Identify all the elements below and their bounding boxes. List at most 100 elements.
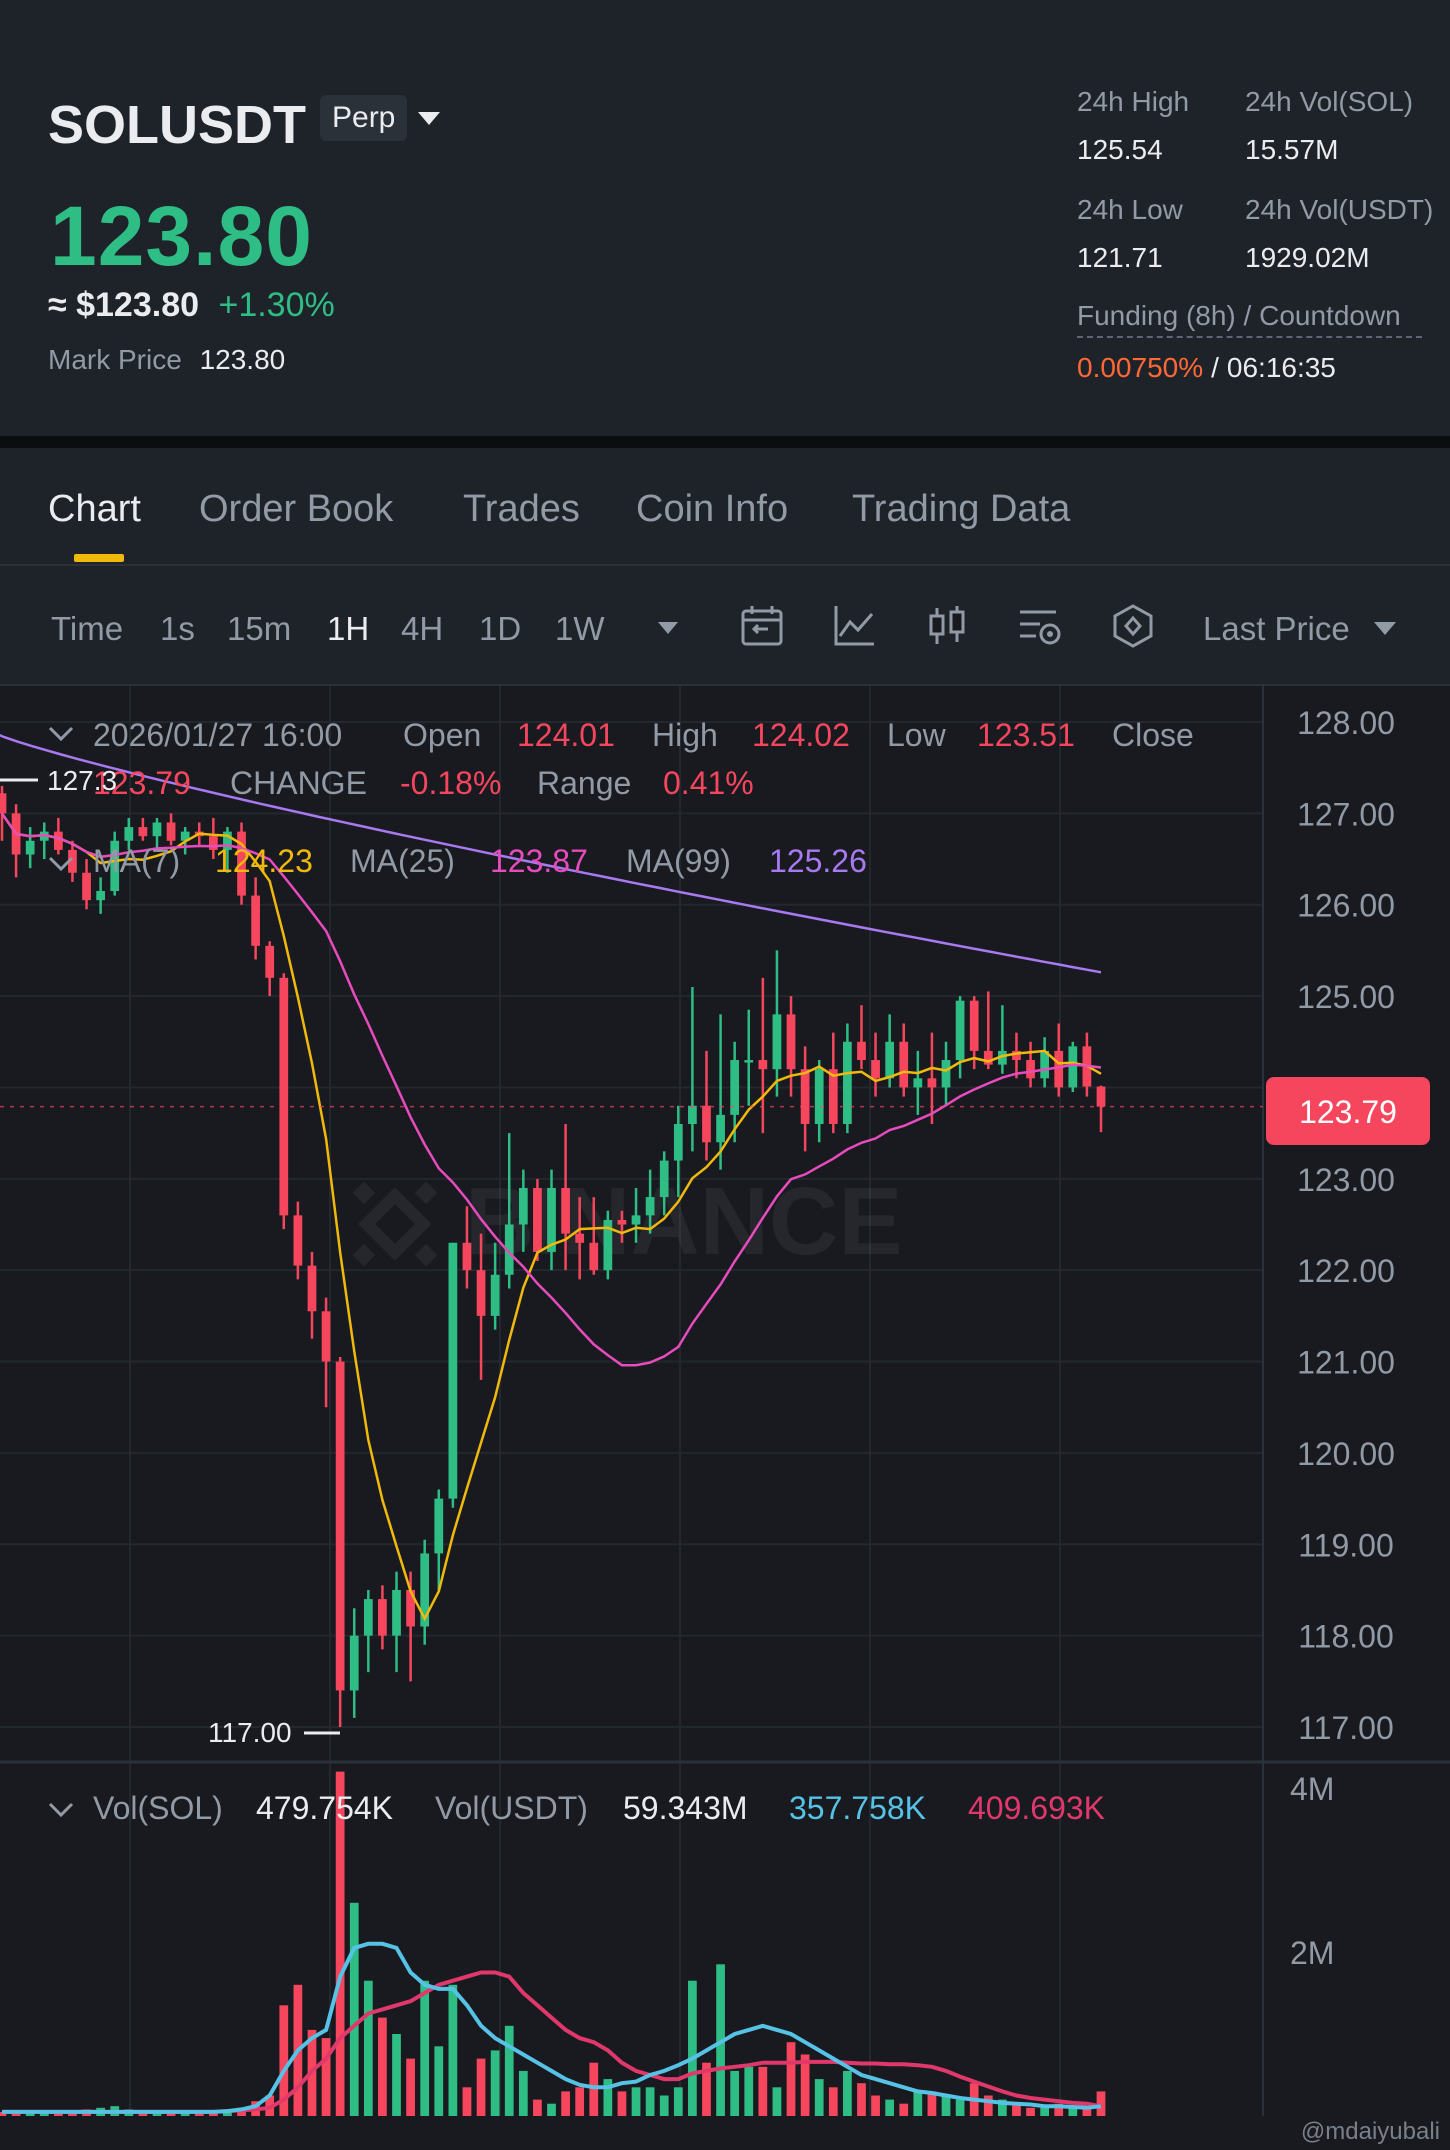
calendar-icon[interactable] (738, 602, 786, 650)
candle-body (96, 891, 105, 901)
y-tick-label: 126.00 (1297, 888, 1395, 924)
indicator-icon[interactable] (830, 602, 878, 650)
volume-bar (378, 2017, 387, 2116)
collapse-volume-icon[interactable] (48, 1802, 74, 1818)
candle-body (82, 872, 91, 901)
collapse-ma-icon[interactable] (48, 856, 74, 872)
volume-bar (335, 1771, 345, 2116)
timeframe-1s[interactable]: 1s (160, 610, 195, 647)
volume-ma5-value: 357.758K (789, 1790, 926, 1826)
volume-bar (673, 2087, 683, 2116)
candle-body (420, 1553, 430, 1627)
candle-body (772, 1014, 782, 1070)
funding-label[interactable]: Funding (8h) / Countdown (1077, 300, 1422, 338)
volume-bar (575, 2087, 585, 2116)
volume-bar (772, 2087, 782, 2116)
candle-body (547, 1187, 556, 1252)
timeframe-time[interactable]: Time (51, 610, 124, 647)
y-tick-label: 123.00 (1297, 1162, 1395, 1198)
volume-bar (504, 2025, 514, 2116)
high-marker-value: 127.3 (47, 765, 117, 796)
footer-watermark: @mdaiyubali (1301, 2118, 1440, 2145)
tab-chart[interactable]: Chart (48, 488, 141, 530)
y-tick-label: 117.00 (1298, 1710, 1394, 1746)
volume-bar (349, 1902, 359, 2116)
symbol-dropdown-icon[interactable] (418, 112, 440, 125)
chart-toolbar: Time 1s 15m 1H 4H 1D 1W Last Price (0, 566, 1450, 686)
candle-body (335, 1361, 345, 1691)
volume-bar (998, 2099, 1007, 2116)
legend-open-label: Open (403, 717, 481, 753)
volume-bar (828, 2087, 838, 2116)
ohlc-legend: 2026/01/27 16:00 Open 124.01 High 124.02… (48, 717, 1194, 879)
timeframe-1h[interactable]: 1H (327, 610, 370, 647)
timeframe-1d[interactable]: 1D (479, 610, 522, 647)
price-type-select[interactable]: Last Price (1203, 610, 1350, 647)
volume-bar (702, 2062, 711, 2116)
candle-body (0, 793, 7, 814)
candle-body (561, 1187, 570, 1234)
contract-type-badge[interactable]: Perp (320, 95, 408, 141)
volume-bar (814, 2079, 824, 2116)
volume-bar (899, 2103, 909, 2116)
more-timeframes-icon[interactable] (658, 622, 678, 634)
volume-bar (744, 2066, 754, 2116)
volume-legend: Vol(SOL) 479.754K Vol(USDT) 59.343M 357.… (48, 1790, 1105, 1826)
legend-close-value: 123.79 (93, 765, 191, 801)
volume-pane: 4M 2M (0, 1771, 1334, 2116)
candle-body (857, 1041, 866, 1061)
tab-order-book[interactable]: Order Book (199, 488, 394, 530)
volume-bar (561, 2091, 570, 2116)
candle-body (1040, 1050, 1050, 1079)
funding-rate: 0.00750% (1077, 352, 1204, 383)
candle-body (899, 1041, 909, 1088)
collapse-legend-icon[interactable] (48, 726, 74, 742)
legend-high-label: High (652, 717, 718, 753)
volume-bar (448, 1984, 458, 2116)
low-24h-value: 121.71 (1077, 242, 1163, 273)
volume-bar (476, 2058, 486, 2116)
price-type-dropdown-icon[interactable] (1374, 622, 1396, 635)
candle-body (631, 1215, 641, 1225)
legend-high-value: 124.02 (752, 717, 850, 753)
symbol-name[interactable]: SOLUSDT (48, 95, 307, 155)
volume-bar (871, 2095, 880, 2116)
candle-body (617, 1219, 627, 1225)
high-24h-label: 24h High (1077, 86, 1190, 117)
y-tick-label: 121.00 (1297, 1345, 1395, 1381)
change-percent: +1.30% (218, 286, 335, 324)
timeframe-15m[interactable]: 15m (227, 610, 292, 647)
chart-area[interactable]: BINANCE 128.00 127.00 126.00 125.00 123.00 12… (0, 686, 1450, 2150)
tab-trading-data[interactable]: Trading Data (852, 488, 1071, 530)
volume-bar (786, 2042, 796, 2116)
tab-coin-info[interactable]: Coin Info (636, 488, 789, 530)
volume-bar (208, 2111, 218, 2116)
candle-body (363, 1599, 373, 1636)
candlestick-chart[interactable]: BINANCE 128.00127.00126.00125.00123.0012… (0, 686, 1450, 2150)
candle-style-icon[interactable] (923, 602, 971, 650)
candle-body (659, 1160, 669, 1198)
ticker-header: SOLUSDT Perp 123.80 ≈ $123.80 +1.30% Mar… (0, 0, 1450, 436)
candle-body (138, 827, 148, 837)
volume-bar (645, 2087, 655, 2116)
volume-bar (321, 2038, 331, 2116)
timeframe-1w[interactable]: 1W (555, 610, 605, 647)
candle-body (25, 840, 35, 855)
volume-bar (223, 2112, 232, 2116)
candle-body (237, 831, 246, 896)
legend-close-label: Close (1112, 717, 1194, 753)
legend-datetime: 2026/01/27 16:00 (93, 717, 342, 753)
volume-bar (68, 2111, 77, 2116)
candle-body (434, 1498, 444, 1554)
volume-bar (631, 2087, 641, 2116)
chart-settings-icon[interactable] (1016, 602, 1064, 650)
usd-price-line: ≈ $123.80 +1.30% (48, 286, 335, 325)
timeframe-4h[interactable]: 4H (401, 610, 444, 647)
volume-bar (1054, 2103, 1064, 2116)
volume-bar (800, 2054, 810, 2116)
layers-icon[interactable] (1109, 602, 1157, 650)
legend-low-value: 123.51 (977, 717, 1075, 753)
volume-bar (1026, 2107, 1035, 2116)
legend-range-value: 0.41% (663, 765, 754, 801)
tab-trades[interactable]: Trades (463, 488, 580, 530)
